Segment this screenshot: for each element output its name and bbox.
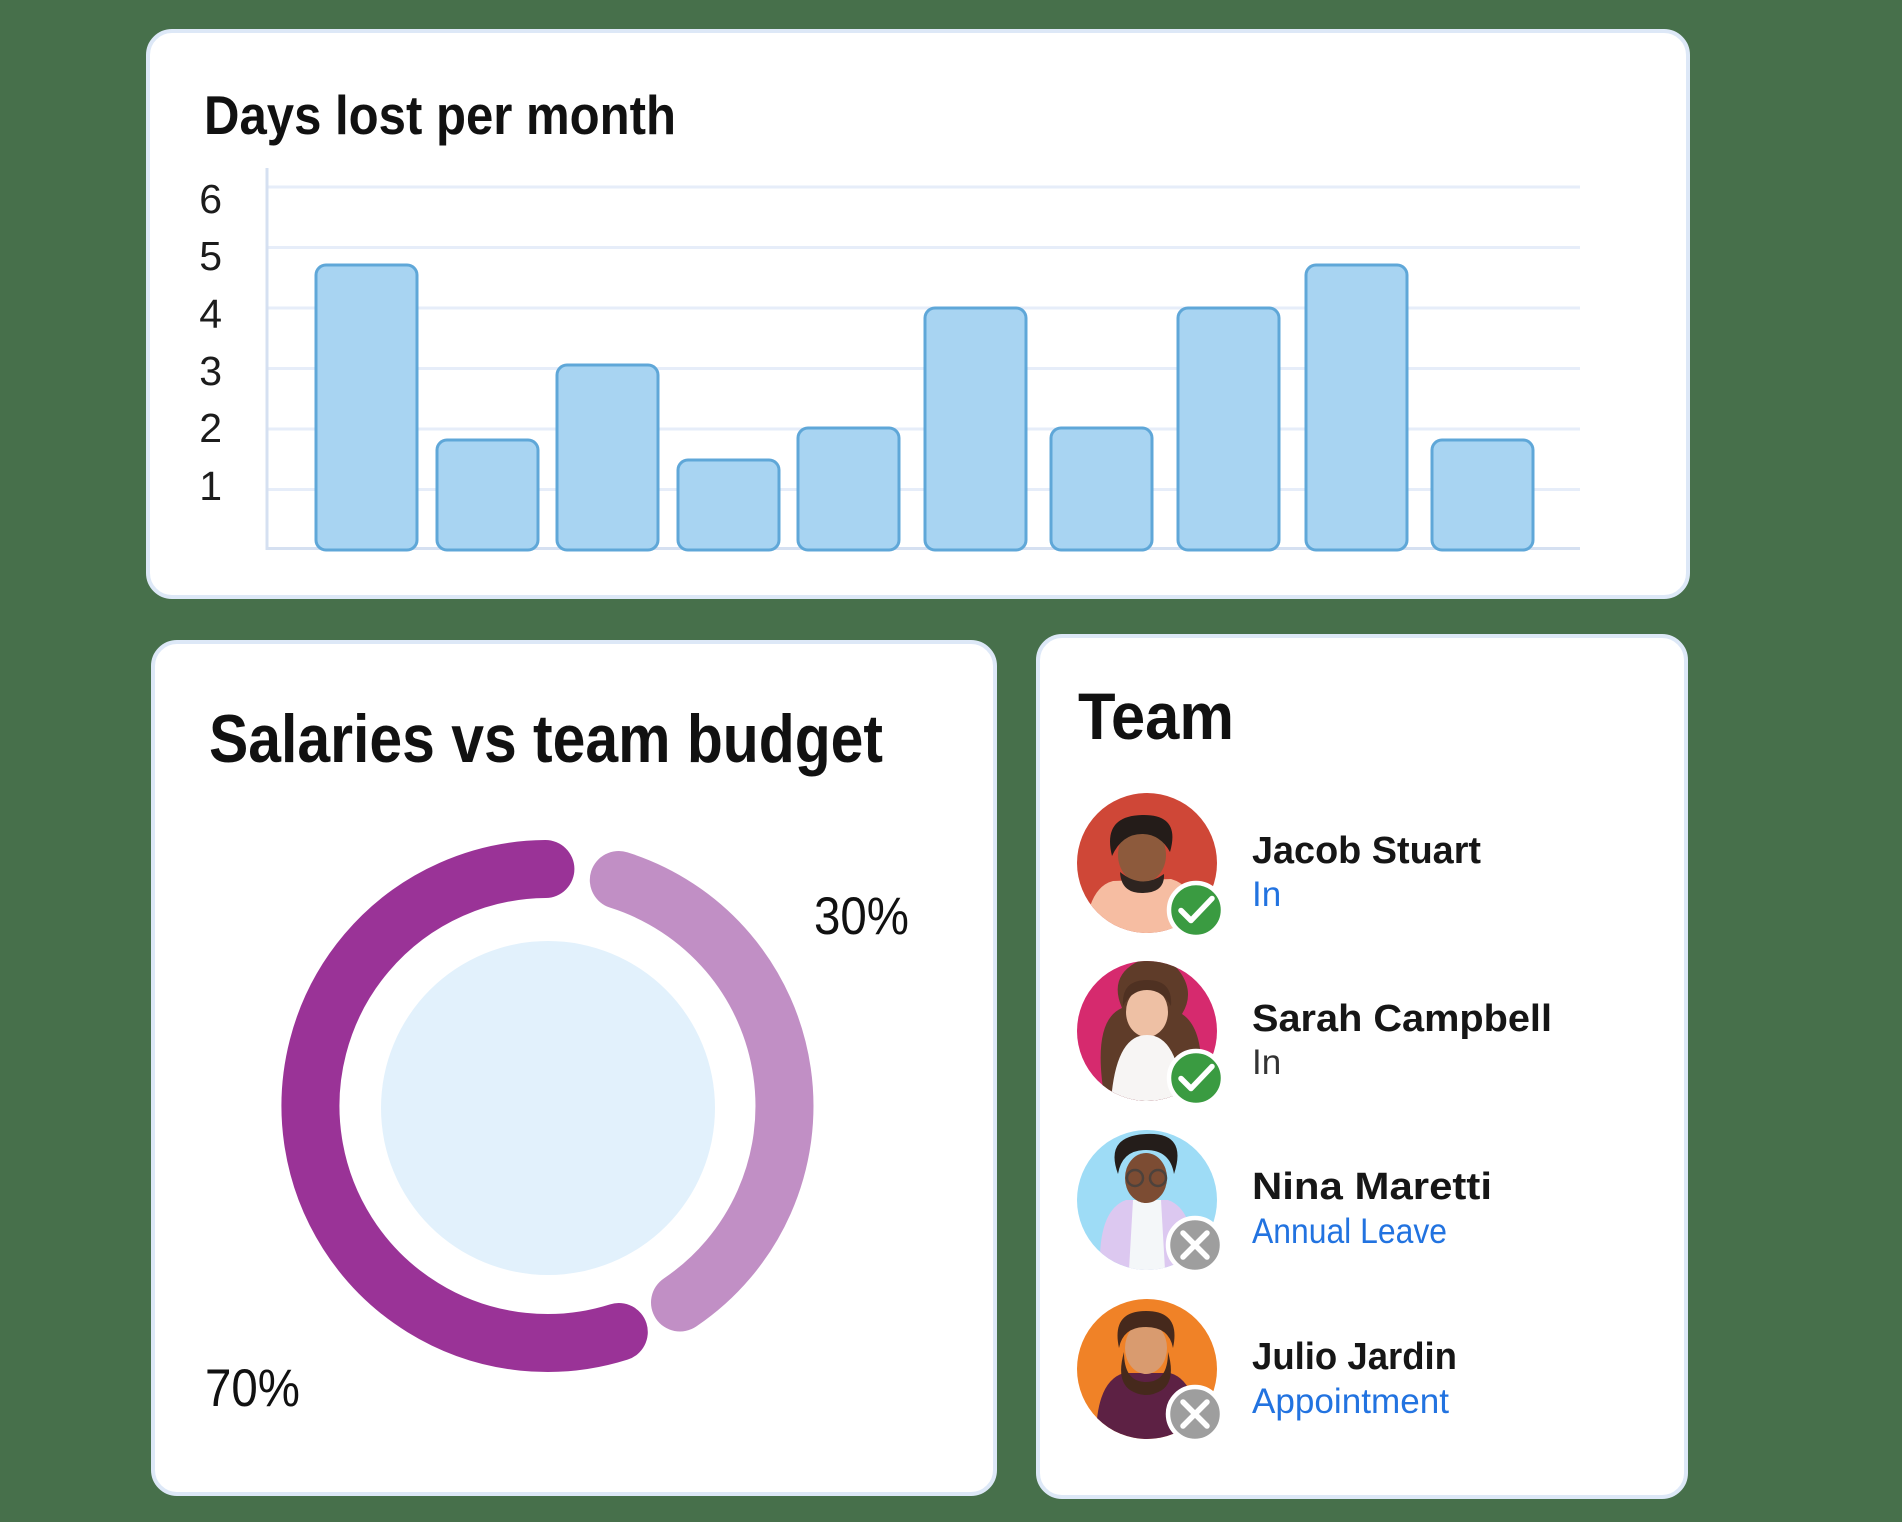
svg-text:In: In	[1252, 875, 1281, 914]
svg-text:Annual Leave: Annual Leave	[1252, 1212, 1447, 1251]
svg-text:70%: 70%	[205, 1359, 300, 1418]
svg-text:30%: 30%	[814, 887, 909, 946]
svg-text:Sarah Campbell: Sarah Campbell	[1252, 998, 1552, 1040]
svg-text:6: 6	[199, 176, 222, 222]
svg-text:4: 4	[199, 291, 222, 337]
svg-text:Days lost per month: Days lost per month	[204, 84, 676, 146]
svg-text:Julio Jardin: Julio Jardin	[1252, 1336, 1457, 1378]
svg-text:1: 1	[199, 463, 222, 509]
svg-text:Nina Maretti: Nina Maretti	[1252, 1166, 1492, 1208]
svg-text:5: 5	[199, 233, 222, 279]
svg-text:2: 2	[199, 405, 222, 451]
svg-text:Jacob Stuart: Jacob Stuart	[1252, 830, 1481, 872]
svg-text:Salaries vs team budget: Salaries vs team budget	[209, 701, 883, 777]
svg-text:Appointment: Appointment	[1252, 1382, 1449, 1421]
svg-text:In: In	[1252, 1043, 1281, 1082]
svg-text:3: 3	[199, 348, 222, 394]
svg-text:Team: Team	[1078, 679, 1234, 753]
